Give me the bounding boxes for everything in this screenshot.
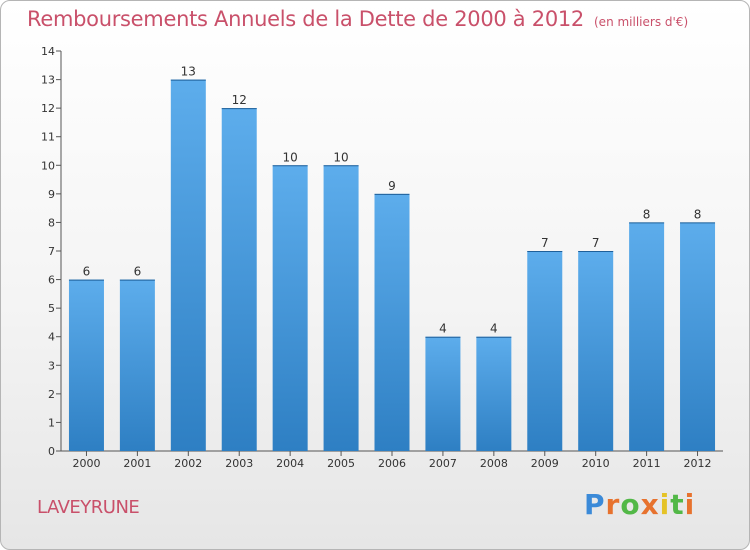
bar [374,193,410,451]
bar-value-label: 9 [388,179,396,193]
chart-title: Remboursements Annuels de la Dette de 20… [27,7,688,31]
chart-subtitle: (en milliers d'€) [594,15,689,29]
y-tick-label: 13 [41,74,55,87]
bar [476,336,512,451]
bar [629,222,665,451]
bar [119,279,155,451]
y-tick-label: 10 [41,159,55,172]
bar-value-label: 4 [439,322,447,336]
proxiti-logo: Proxiti [584,488,696,521]
x-tick-label: 2006 [378,457,406,470]
bar [272,165,308,452]
bar-value-label: 4 [490,322,498,336]
bar-value-label: 6 [83,265,91,279]
y-tick-label: 4 [48,331,55,344]
y-tick-label: 5 [48,302,55,315]
x-tick-label: 2010 [582,457,610,470]
y-tick-label: 7 [48,245,55,258]
y-tick-label: 3 [48,359,55,372]
bar [680,222,716,451]
bar [170,79,206,452]
y-tick-label: 1 [48,416,55,429]
bar [425,336,461,451]
bar-value-label: 6 [134,265,142,279]
x-tick-label: 2000 [72,457,100,470]
y-tick-label: 0 [48,445,55,458]
x-tick-label: 2011 [633,457,661,470]
bar-value-label: 8 [694,207,702,221]
x-tick-label: 2012 [684,457,712,470]
x-tick-label: 2001 [123,457,151,470]
bar-value-label: 13 [181,65,196,79]
bar [527,251,563,451]
x-tick-label: 2003 [225,457,253,470]
y-tick-label: 11 [41,131,55,144]
bar [323,165,359,452]
bar-value-label: 10 [333,150,348,164]
x-tick-label: 2005 [327,457,355,470]
bar-value-label: 8 [643,207,651,221]
x-tick-label: 2002 [174,457,202,470]
bar [578,251,614,451]
chart-title-text: Remboursements Annuels de la Dette de 20… [27,7,584,31]
bar-value-label: 10 [283,150,298,164]
x-tick-label: 2004 [276,457,304,470]
y-tick-label: 9 [48,188,55,201]
y-tick-label: 12 [41,102,55,115]
x-tick-label: 2009 [531,457,559,470]
y-tick-label: 14 [41,45,55,58]
y-tick-label: 8 [48,216,55,229]
y-tick-label: 2 [48,388,55,401]
bar [68,279,104,451]
bar-value-label: 12 [232,93,247,107]
bar-value-label: 7 [592,236,600,250]
y-tick-label: 6 [48,274,55,287]
town-name: LAVEYRUNE [37,497,140,518]
x-tick-label: 2008 [480,457,508,470]
x-tick-label: 2007 [429,457,457,470]
bar [221,108,257,452]
bar-value-label: 7 [541,236,549,250]
